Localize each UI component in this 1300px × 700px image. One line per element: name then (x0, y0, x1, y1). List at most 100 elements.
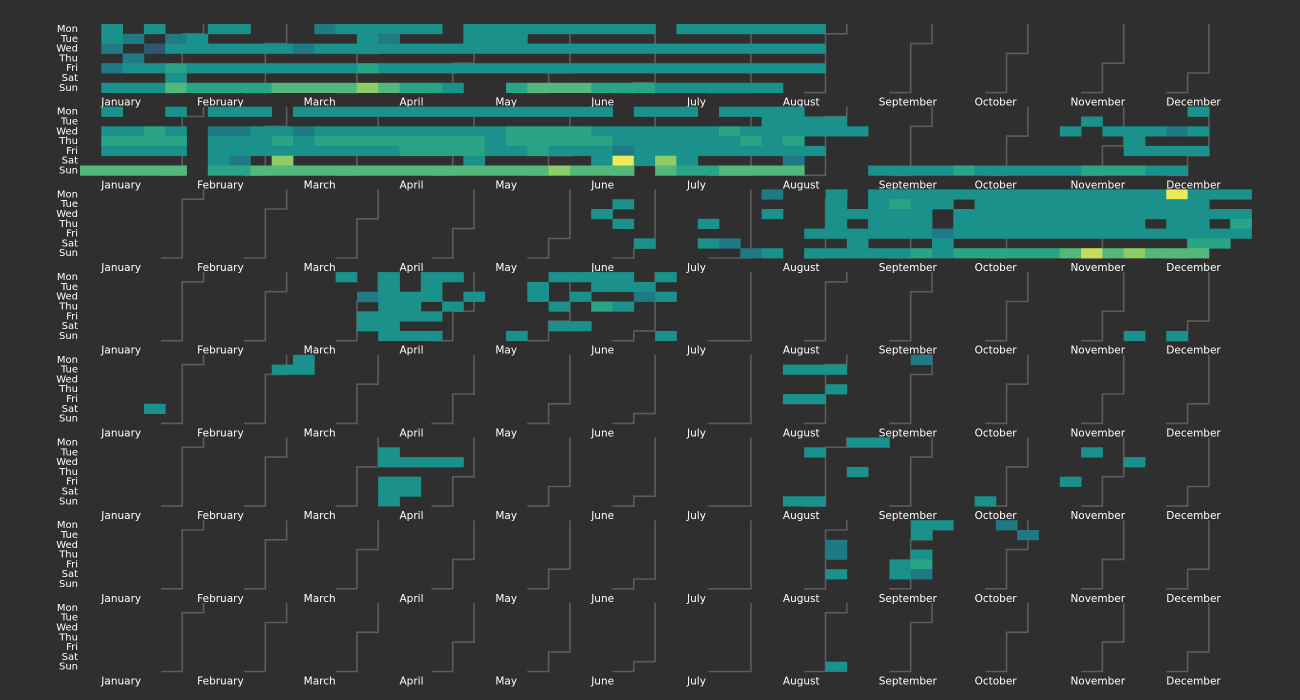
weekday-label: Tue (60, 199, 78, 210)
heatmap-cell (676, 106, 699, 117)
heatmap-cell (207, 43, 230, 54)
heatmap-cell (612, 82, 635, 93)
heatmap-cell (825, 189, 848, 200)
month-separator-line (1166, 520, 1210, 590)
month-label: March (304, 345, 336, 357)
heatmap-cell (932, 520, 954, 531)
heatmap-cell (761, 24, 784, 35)
month-label: November (1070, 676, 1125, 688)
month-separator-line (612, 272, 656, 342)
weekday-label: Mon (57, 107, 78, 118)
month-separator-line (708, 272, 752, 342)
heatmap-cell (548, 126, 571, 137)
heatmap-cell (122, 33, 145, 44)
heatmap-cell (527, 43, 549, 54)
weekday-label: Mon (57, 520, 78, 531)
heatmap-cell (250, 63, 273, 74)
weekday-label: Wed (56, 209, 78, 220)
heatmap-cell (122, 165, 145, 176)
heatmap-cell (399, 330, 422, 342)
month-separator-line (335, 520, 379, 590)
heatmap-cell (484, 145, 507, 157)
heatmap-cell (974, 248, 997, 259)
heatmap-cell (165, 73, 187, 84)
month-separator-line (527, 189, 571, 259)
heatmap-cell (335, 126, 358, 137)
month-label: March (304, 179, 336, 191)
weekday-label: Tue (60, 365, 78, 376)
heatmap-cell (1208, 238, 1231, 249)
month-label: March (304, 262, 336, 274)
heatmap-cell (484, 24, 507, 35)
heatmap-cell (1059, 165, 1082, 176)
month-label: June (590, 427, 614, 439)
month-separator-line (527, 24, 571, 94)
heatmap-cell (655, 63, 677, 74)
heatmap-cell (548, 145, 571, 157)
heatmap-cell (1187, 238, 1210, 249)
weekday-label: Wed (56, 374, 78, 385)
heatmap-cell (143, 24, 166, 35)
month-label: May (495, 510, 517, 522)
heatmap-cell (910, 209, 933, 220)
heatmap-cell (676, 82, 699, 93)
heatmap-cell (740, 248, 762, 259)
heatmap-cell (378, 321, 400, 332)
heatmap-cell (804, 116, 826, 127)
month-label: February (197, 97, 244, 109)
heatmap-cell (420, 126, 443, 137)
month-label: April (400, 262, 424, 274)
month-label: November (1070, 510, 1125, 522)
heatmap-cell (612, 155, 635, 166)
heatmap-cell (463, 43, 486, 54)
heatmap-cell (1123, 199, 1146, 210)
heatmap-cell (655, 106, 677, 117)
heatmap-cell (165, 136, 187, 147)
heatmap-cell (804, 126, 826, 137)
heatmap-cell (399, 457, 422, 468)
heatmap-cell (271, 145, 294, 157)
heatmap-cell (399, 145, 422, 157)
heatmap-cell (356, 126, 379, 137)
heatmap-cell (655, 145, 677, 157)
heatmap-cell (846, 126, 869, 137)
month-label: August (783, 676, 820, 688)
heatmap-cell (740, 43, 762, 54)
heatmap-cell (356, 291, 379, 302)
heatmap-cell (740, 106, 762, 117)
heatmap-cell (442, 301, 464, 312)
heatmap-cell (143, 165, 166, 176)
heatmap-cell (974, 199, 997, 210)
heatmap-cell (846, 209, 869, 220)
heatmap-cell (804, 496, 826, 507)
heatmap-cell (1038, 189, 1061, 200)
heatmap-cell (782, 116, 805, 127)
heatmap-cell (1102, 199, 1125, 210)
heatmap-cell (293, 136, 315, 147)
heatmap-cell (463, 24, 486, 35)
heatmap-cell (761, 248, 784, 259)
month-separator-line (985, 602, 1029, 673)
month-label: August (783, 97, 820, 109)
heatmap-cell (165, 145, 187, 157)
heatmap-cell (676, 136, 699, 147)
month-label: November (1070, 179, 1125, 191)
month-label: June (590, 676, 614, 688)
heatmap-cell (335, 106, 358, 117)
heatmap-cell (1123, 136, 1146, 147)
heatmap-cell (974, 209, 997, 220)
month-label: October (975, 427, 1018, 439)
month-label: August (783, 593, 820, 605)
weekday-label: Tue (60, 117, 78, 128)
heatmap-cell (1102, 126, 1125, 137)
month-label: January (100, 593, 141, 605)
heatmap-cell (101, 24, 123, 35)
heatmap-cell (378, 447, 400, 458)
heatmap-cell (420, 24, 443, 35)
heatmap-cell (804, 43, 826, 54)
heatmap-cell (229, 136, 251, 147)
heatmap-cell (868, 218, 890, 229)
month-separator-line (889, 354, 933, 425)
heatmap-cell (740, 126, 762, 137)
heatmap-cell (271, 155, 294, 166)
